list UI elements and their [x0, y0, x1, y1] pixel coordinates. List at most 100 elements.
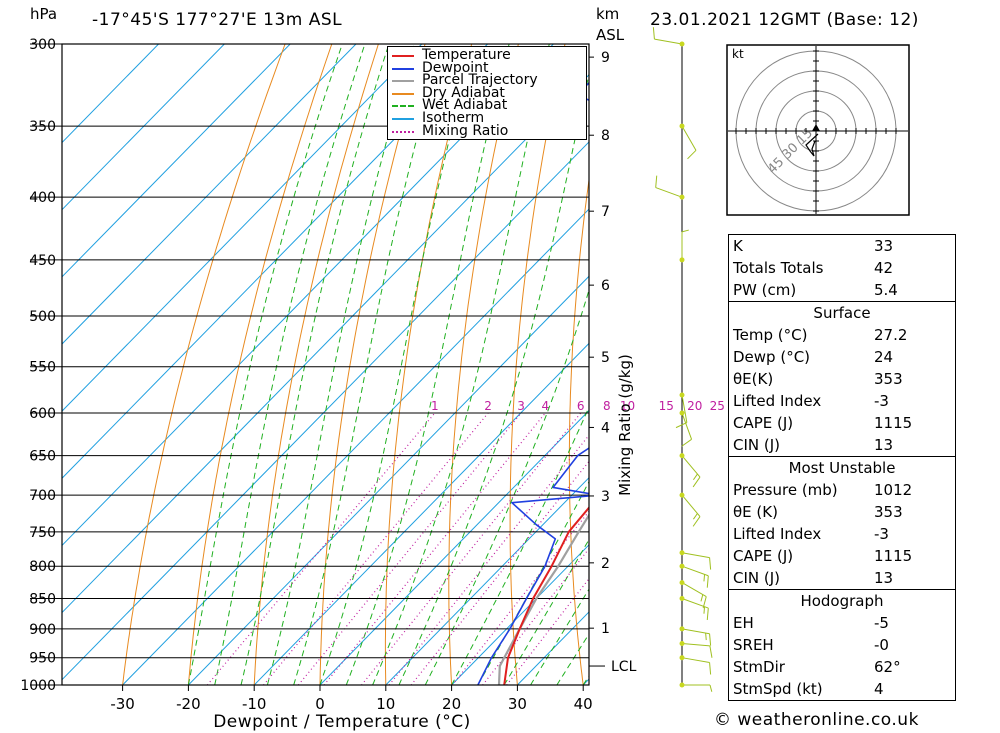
isotherm-line [62, 44, 357, 345]
mixing-ratio-tick-label: 10 [620, 399, 635, 413]
wind-barb-staff [655, 187, 683, 198]
stmspd-value: 4 [874, 680, 884, 698]
mixing-ratio-tick-label: 20 [687, 399, 702, 413]
stmdir-label: StmDir [733, 658, 785, 676]
legend-item: Wet Adiabat [392, 98, 582, 112]
wind-barb-flag [693, 513, 698, 520]
k-index-value: 33 [874, 237, 894, 255]
plot-frame [61, 43, 590, 686]
wind-barb [679, 123, 697, 160]
legend-label: Dewpoint [422, 59, 489, 76]
legend-swatch [392, 67, 414, 70]
wind-barb-flag [709, 633, 712, 646]
hodograph-title: Hodograph [729, 589, 955, 612]
wind-barb-dot [679, 453, 685, 459]
wind-barb-staff [681, 125, 697, 151]
surface-temp-label: Temp (°C) [733, 326, 808, 344]
legend: Temperature Dewpoint Parcel Trajectory Dry … [387, 46, 587, 140]
sreh-row: SREH -0 [729, 634, 955, 656]
wind-barb-staff [681, 642, 710, 647]
legend-item: Mixing Ratio [392, 124, 582, 138]
wind-barb-flag [692, 476, 701, 488]
mixing-ratio-line [388, 434, 589, 685]
k-index-row: K 33 [729, 235, 955, 257]
wind-barb-flag [702, 596, 707, 609]
footer-credit[interactable]: © weatheronline.co.uk [714, 710, 919, 730]
wind-barb-flag [681, 438, 692, 447]
wind-barb-dot [679, 257, 685, 263]
surface-cape-row: CAPE (J) 1115 [729, 412, 955, 434]
wind-barb-dot [679, 640, 685, 646]
datetime-title: 23.01.2021 12GMT (Base: 12) [650, 10, 919, 30]
wind-barb [679, 229, 689, 263]
surface-dewp-row: Dewp (°C) 24 [729, 346, 955, 368]
isotherm-line [62, 44, 159, 144]
hodograph-trace [805, 133, 819, 157]
surface-dewp-label: Dewp (°C) [733, 348, 811, 366]
pressure-tick-label: 850 [29, 591, 56, 607]
km-tick-label: 1 [601, 621, 610, 637]
x-tick-label: 30 [508, 695, 527, 713]
surface-theta-label: θE(K) [733, 370, 774, 388]
mu-theta-row: θE (K) 353 [729, 501, 955, 523]
sreh-value: -0 [874, 636, 889, 654]
km-tick-label: 8 [601, 128, 610, 144]
mixing-ratio-tick-label: 4 [542, 399, 550, 413]
pressure-tick-label: 600 [29, 406, 56, 422]
mu-cin-row: CIN (J) 13 [729, 567, 955, 589]
x-tick-label: -10 [242, 695, 267, 713]
wind-barb [675, 392, 688, 429]
legend-swatch [392, 105, 414, 108]
wind-barb-flag [652, 27, 655, 40]
surface-theta-value: 353 [874, 370, 903, 388]
pressure-tick-label: 550 [29, 360, 56, 376]
wind-barb-dot [679, 194, 685, 200]
surface-dewp-value: 24 [874, 348, 894, 366]
x-tick-label: 0 [315, 695, 325, 713]
dry-adiabat-line [122, 44, 286, 685]
most-unstable-title: Most Unstable [729, 456, 955, 479]
isotherm-line [385, 476, 589, 685]
temperature-line [503, 506, 589, 685]
wet-adiabat-line [451, 406, 589, 685]
x-tick-label: -30 [110, 695, 135, 713]
wind-barb-staff [654, 38, 683, 45]
isotherm-line [62, 74, 589, 614]
isotherm-line [62, 141, 589, 681]
wind-barb-dot [679, 41, 685, 47]
eh-value: -5 [874, 614, 889, 632]
mixing-ratio-tick-label: 25 [710, 399, 725, 413]
wind-barb-flag [675, 422, 688, 429]
pressure-tick-label: 300 [29, 37, 56, 53]
mixing-ratio-axis-label: Mixing Ratio (g/kg) [616, 354, 634, 496]
pressure-tick-label: 450 [29, 253, 56, 269]
pressure-tick-label: 650 [29, 449, 56, 465]
legend-swatch [392, 80, 414, 83]
legend-label: Isotherm [422, 110, 485, 126]
wind-barb-dot [679, 580, 685, 586]
indices-panel: K 33 Totals Totals 42 PW (cm) 5.4 Surface T… [728, 234, 956, 701]
wet-adiabat-line [266, 44, 416, 685]
wind-barb [655, 175, 685, 200]
surface-cin-row: CIN (J) 13 [729, 434, 955, 456]
wind-barb-staff [681, 494, 701, 517]
stmdir-row: StmDir 62° [729, 656, 955, 678]
pressure-tick-label: 950 [29, 651, 56, 667]
legend-item: Dry Adiabat [392, 86, 582, 100]
pw-row: PW (cm) 5.4 [729, 279, 955, 301]
wind-barb-flag [655, 175, 658, 188]
isotherm-line [62, 44, 488, 479]
wind-barb [679, 655, 712, 675]
wind-barb-dot [679, 595, 685, 601]
dry-adiabat-line [682, 44, 714, 685]
legend-item: Temperature [392, 48, 582, 62]
eh-row: EH -5 [729, 612, 955, 634]
surface-li-row: Lifted Index -3 [729, 390, 955, 412]
mu-li-label: Lifted Index [733, 525, 822, 543]
wind-barb [679, 595, 709, 621]
pressure-tick-label: 500 [29, 309, 56, 325]
surface-cin-value: 13 [874, 436, 894, 454]
isotherm-line [62, 44, 291, 278]
pressure-tick-label: 1000 [20, 678, 56, 694]
